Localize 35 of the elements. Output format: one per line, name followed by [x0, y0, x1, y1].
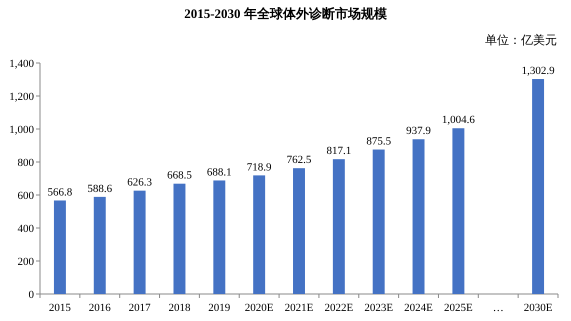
ytick: 1,000 [9, 124, 34, 136]
xtick: 2016 [88, 302, 111, 314]
data-label: 718.9 [246, 161, 272, 174]
xtick: 2019 [208, 302, 230, 314]
data-label: 626.3 [127, 176, 152, 189]
data-label: 1,004.6 [442, 114, 475, 126]
ytick: 1,200 [9, 91, 34, 103]
xtick: 2030E [524, 302, 552, 314]
xtick: 2025E [444, 302, 473, 314]
xtick: 2022E [324, 302, 354, 314]
data-label: 762.5 [286, 154, 312, 166]
ytick: 400 [18, 223, 34, 235]
ytick: 0 [28, 289, 34, 301]
data-label: 688.1 [206, 166, 232, 178]
data-label: 588.6 [87, 182, 112, 195]
xtick: 2018 [168, 302, 190, 314]
xtick: 2024E [404, 302, 433, 314]
xtick: 2015 [48, 302, 71, 314]
xtick: … [492, 302, 504, 314]
data-label: 1,302.9 [522, 65, 555, 78]
data-label: 668.5 [167, 170, 192, 182]
ytick: 200 [18, 256, 34, 268]
data-label: 566.8 [48, 186, 72, 198]
data-label: 875.5 [366, 136, 392, 148]
ytick: 800 [18, 157, 34, 169]
xtick: 2023E [364, 302, 394, 314]
annotation: 单位：亿美元 [485, 33, 557, 47]
title: 2015-2030 年全球体外诊断市场规模 [184, 6, 387, 21]
xtick: 2017 [128, 302, 151, 314]
data-label: 817.1 [326, 145, 352, 158]
ytick: 1,400 [9, 58, 34, 70]
data-label: 937.9 [406, 125, 431, 138]
xtick: 2020E [244, 302, 274, 314]
ytick: 600 [18, 190, 34, 202]
xtick: 2021E [284, 302, 314, 314]
